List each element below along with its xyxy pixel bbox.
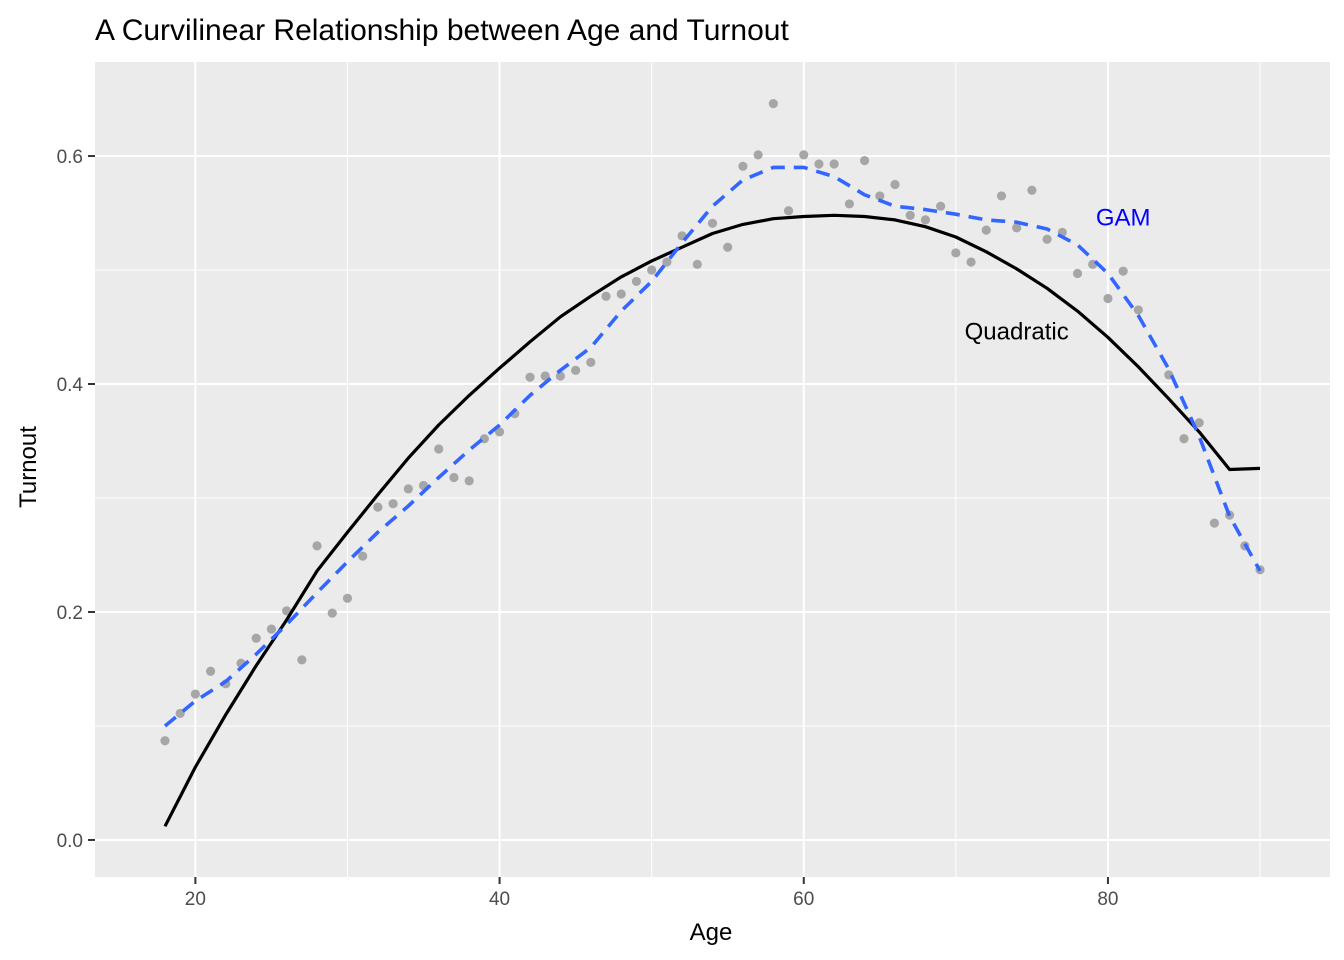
data-point (936, 201, 946, 211)
data-point (981, 225, 991, 235)
data-point (525, 372, 535, 382)
data-point (783, 206, 794, 216)
data-point (1042, 234, 1052, 244)
minor-gridlines (95, 62, 1330, 877)
y-axis: 0.0 0.2 0.4 0.6 (57, 147, 95, 852)
data-point (342, 593, 353, 603)
quadratic-line (163, 213, 1261, 828)
data-point (814, 159, 824, 169)
y-tick-label: 0.2 (57, 603, 83, 624)
data-point (464, 476, 474, 486)
data-point (601, 291, 611, 301)
data-point (1103, 293, 1113, 304)
data-point (312, 541, 322, 551)
data-point (829, 159, 839, 169)
data-point (373, 502, 383, 512)
x-axis: 20 40 60 80 (185, 877, 1119, 910)
plot-panel (95, 62, 1330, 877)
annotations: GAM Quadratic (965, 205, 1151, 346)
data-point (1194, 418, 1204, 428)
annotation-gam: GAM (1096, 205, 1151, 232)
data-point (358, 551, 368, 561)
data-point (753, 150, 763, 160)
data-point (631, 276, 642, 287)
data-point (434, 444, 444, 454)
data-point (571, 365, 581, 375)
data-point (616, 289, 626, 299)
data-point (1179, 434, 1189, 444)
data-point (1072, 268, 1083, 279)
data-point (905, 210, 915, 220)
data-point (205, 666, 216, 676)
chart-title: A Curvilinear Relationship between Age a… (95, 14, 789, 47)
data-point (266, 624, 277, 634)
data-point (1118, 266, 1128, 276)
data-point (996, 191, 1007, 201)
data-point (586, 357, 596, 367)
y-axis-title: Turnout (15, 426, 42, 508)
y-tick-label: 0.0 (57, 831, 83, 852)
data-point (327, 608, 337, 618)
data-point (723, 242, 733, 252)
data-point (1012, 223, 1022, 233)
x-tick-label: 60 (793, 889, 814, 910)
data-point (647, 265, 657, 275)
data-point (282, 606, 292, 616)
major-gridlines (95, 62, 1330, 877)
data-point (799, 150, 809, 160)
data-point (403, 484, 413, 494)
data-point (1133, 305, 1143, 315)
data-point (160, 736, 170, 746)
data-point (875, 191, 885, 201)
data-point (951, 248, 961, 258)
data-point (920, 215, 931, 225)
annotation-quadratic: Quadratic (965, 319, 1069, 346)
data-point (175, 708, 185, 719)
data-point (540, 371, 550, 381)
data-point (190, 689, 200, 699)
data-point (251, 633, 261, 643)
x-tick-label: 80 (1097, 889, 1118, 910)
data-points (160, 99, 1265, 746)
data-point (388, 499, 398, 509)
data-point (844, 199, 854, 209)
data-point (768, 99, 778, 109)
data-point (555, 371, 566, 381)
data-point (859, 155, 870, 166)
data-point (707, 218, 718, 228)
data-point (966, 257, 976, 267)
data-point (738, 161, 748, 171)
y-tick-label: 0.6 (57, 147, 83, 168)
data-point (1209, 518, 1220, 528)
data-point (662, 257, 672, 267)
data-point (692, 259, 702, 269)
data-point (494, 427, 505, 437)
data-point (1027, 185, 1037, 195)
data-point (890, 179, 900, 190)
y-tick-label: 0.4 (57, 375, 84, 396)
data-point (297, 655, 307, 665)
data-point (449, 472, 459, 483)
x-tick-label: 40 (489, 889, 510, 910)
x-tick-label: 20 (185, 889, 206, 910)
x-axis-title: Age (690, 919, 733, 946)
fit-lines (163, 165, 1262, 828)
